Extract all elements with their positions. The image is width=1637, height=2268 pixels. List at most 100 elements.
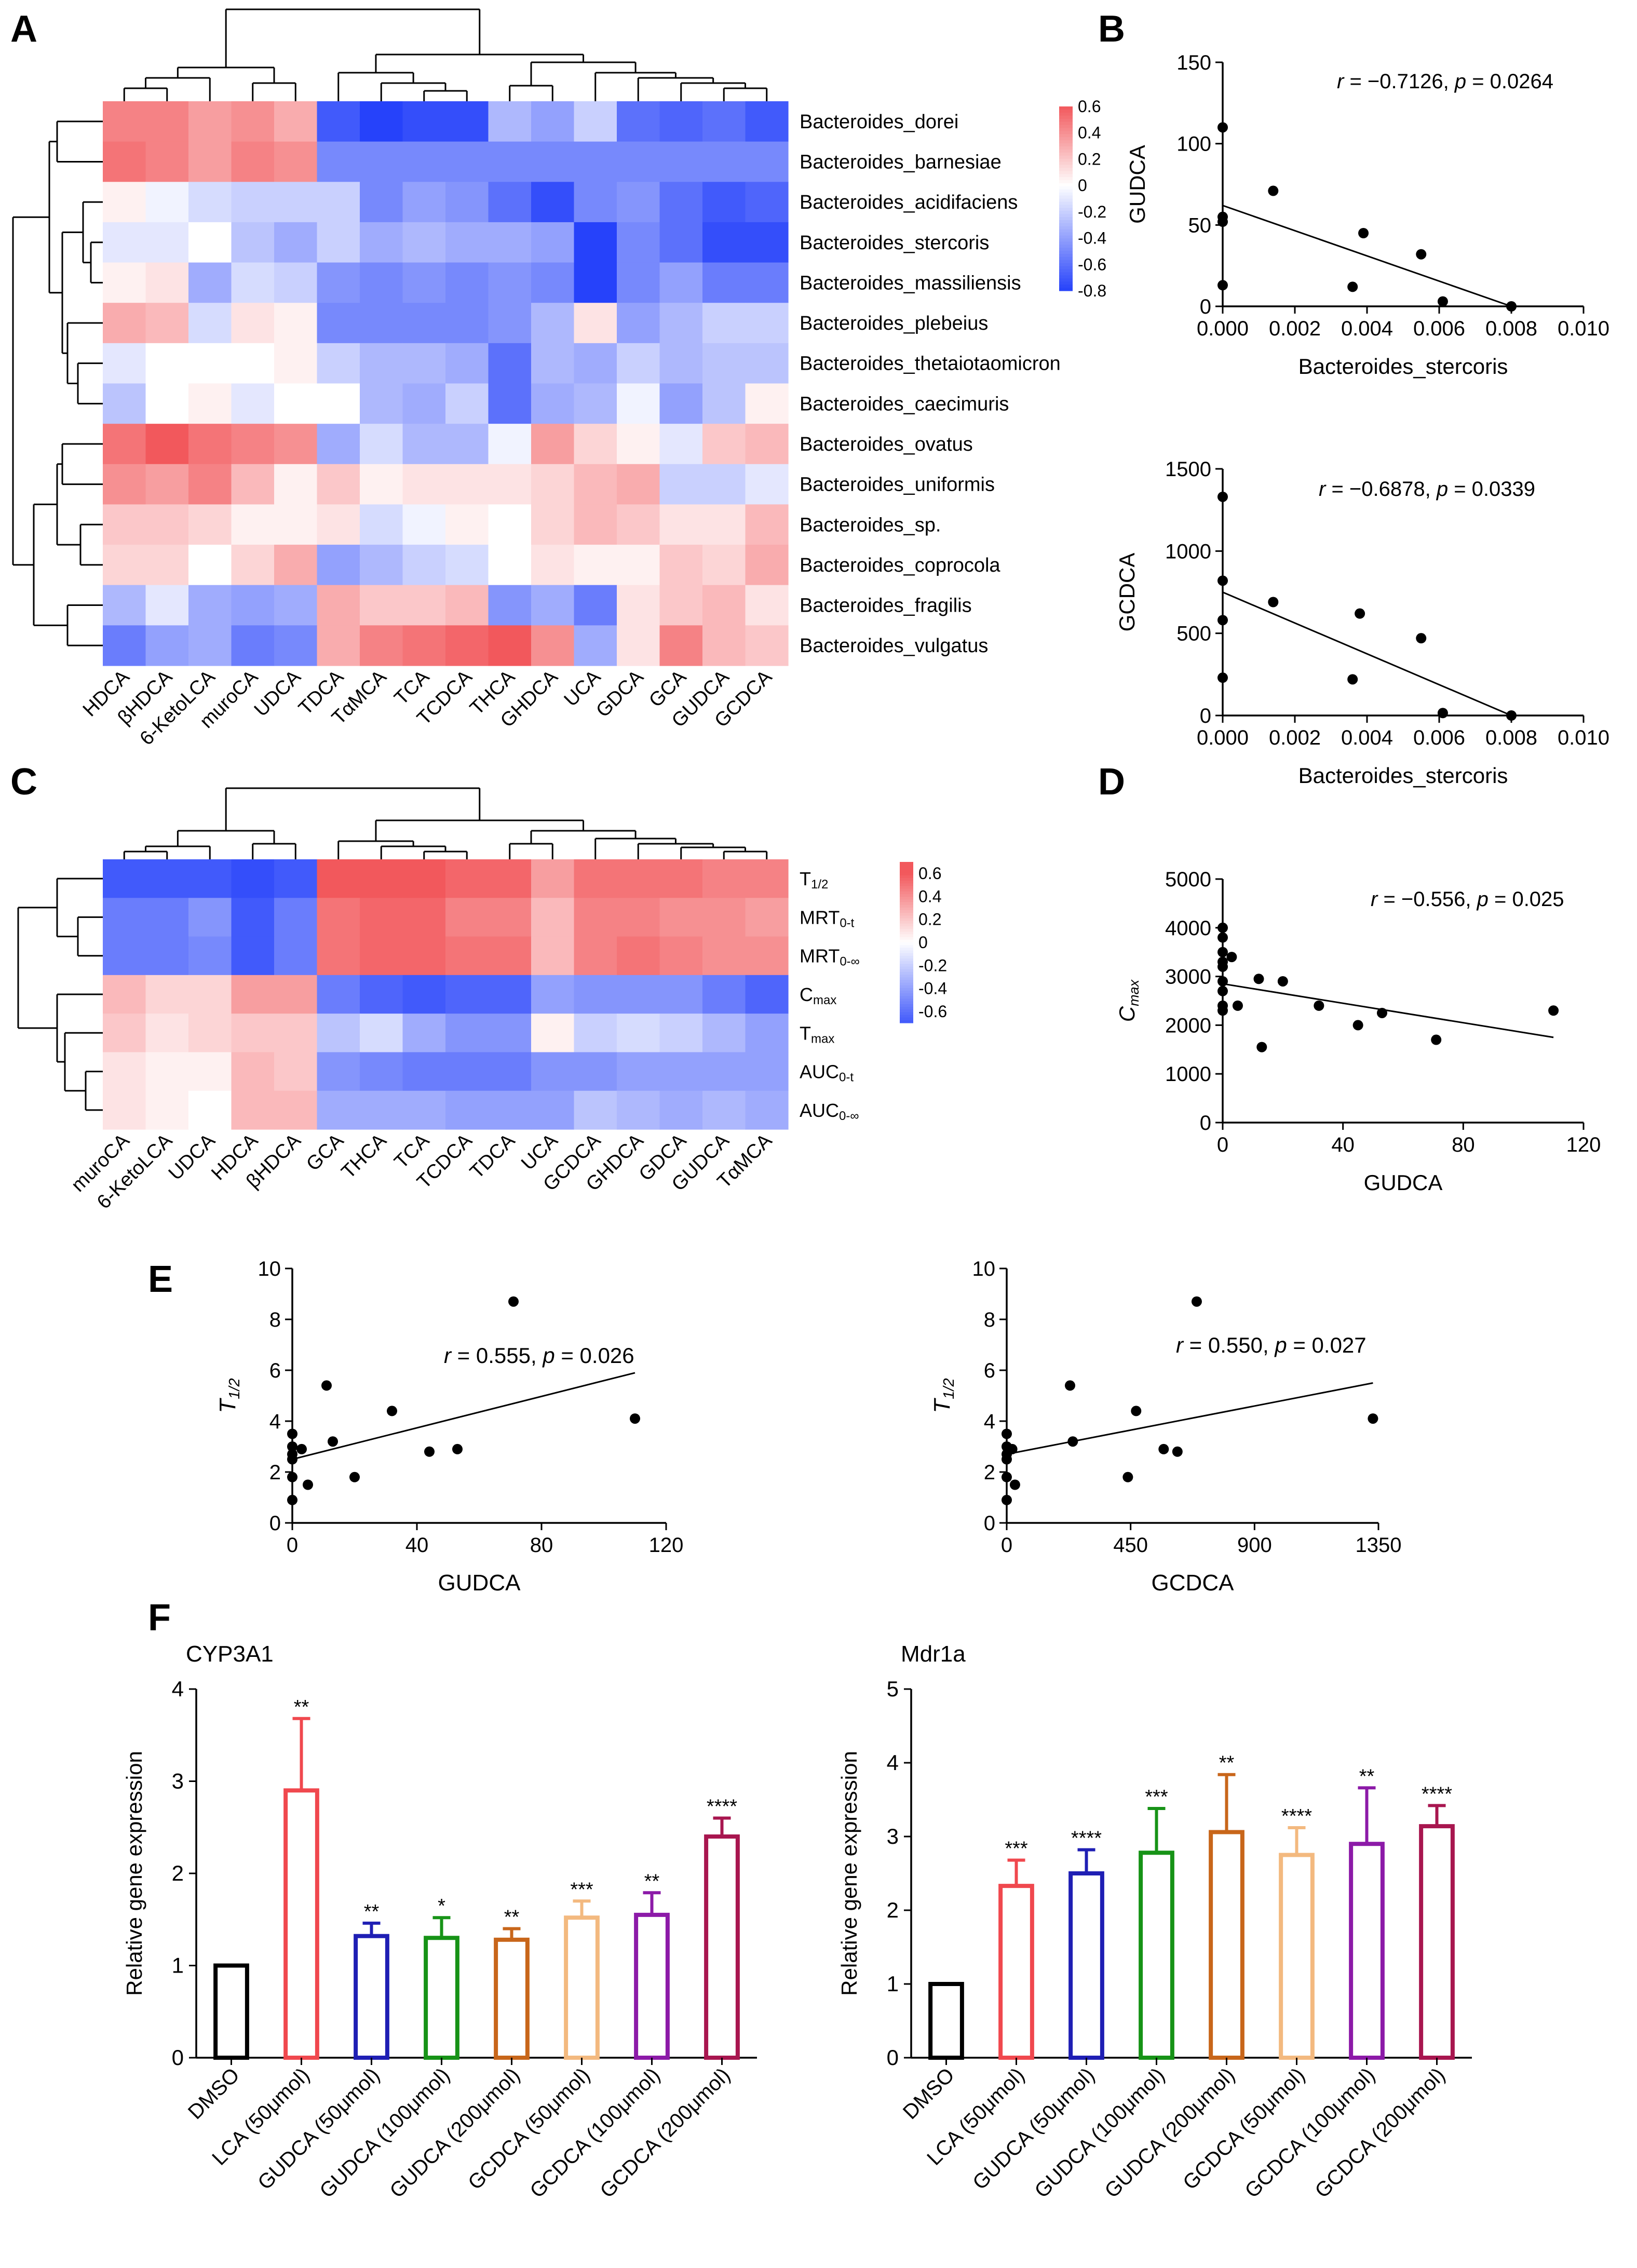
heatmap-cell [188, 859, 232, 898]
heatmap-cell [574, 303, 617, 344]
heatmap-cell [103, 504, 146, 545]
heatmap-cell [574, 464, 617, 505]
heatmap-cell [745, 464, 789, 505]
heatmap-cell [745, 343, 789, 384]
dendrogram-link [64, 1032, 103, 1092]
heatmap-cell [488, 222, 532, 263]
significance-label: *** [1005, 1838, 1028, 1859]
heatmap-cell [402, 101, 446, 142]
heatmap-cell [145, 101, 189, 142]
panel-b-scatter-gcdca: 0 500 1000 1500 0.000 0.002 0.004 0.006 0.008 0.0… [1115, 458, 1609, 788]
data-point [1347, 281, 1358, 292]
heatmap-cell [188, 424, 232, 465]
x-tick-label: 80 [530, 1534, 553, 1557]
heatmap-cell [659, 1090, 703, 1130]
x-tick-label: DMSO [184, 2063, 244, 2124]
heatmap-cell [531, 975, 575, 1014]
x-tick-label: GUDCA (100μmol) [315, 2063, 454, 2202]
heatmap-cell [659, 898, 703, 937]
heatmap-cell [488, 343, 532, 384]
heatmap-cell [445, 545, 489, 586]
heatmap-cell [145, 303, 189, 344]
colorbar-tick-label: -0.4 [1078, 229, 1106, 248]
dendrogram-link [56, 120, 103, 163]
correlation-annotation: r = −0.7126, p = 0.0264 [1337, 70, 1553, 93]
heatmap-cell [360, 182, 403, 223]
heatmap-cell [274, 101, 318, 142]
colorbar-segment [900, 888, 913, 892]
bar [1279, 1853, 1315, 2060]
data-point [508, 1296, 519, 1307]
colorbar-segment [1059, 115, 1073, 119]
heatmap-cell [745, 141, 789, 182]
y-tick-label: 2000 [1165, 1014, 1211, 1037]
heatmap-cell [445, 1014, 489, 1053]
colorbar-segment [1059, 146, 1073, 150]
colorbar-segment [900, 1007, 913, 1010]
heatmap-cell [574, 101, 617, 142]
x-axis-label: GCDCA [1152, 1570, 1235, 1596]
colorbar-segment [900, 961, 913, 964]
heatmap-cell [659, 182, 703, 223]
colorbar-segment [900, 1012, 913, 1016]
dendrogram-link [423, 90, 468, 101]
colorbar-segment [900, 867, 913, 871]
heatmap-cell [702, 936, 746, 976]
y-tick-label: 0 [887, 2045, 899, 2070]
x-tick-label: 1350 [1356, 1534, 1402, 1557]
colorbar-segment [1059, 251, 1073, 254]
x-tick-label: 0 [287, 1534, 298, 1557]
dendrogram-link [123, 87, 168, 101]
y-tick-label: 50 [1188, 214, 1212, 237]
x-tick-label: 0.002 [1269, 317, 1321, 340]
colorbar-segment [900, 862, 913, 865]
panel-letter-c: C [10, 761, 37, 803]
heatmap-cell [231, 464, 275, 505]
dendrogram-link [375, 53, 585, 73]
heatmap-cell [188, 936, 232, 976]
heatmap-cell [360, 859, 403, 898]
dendrogram-link [723, 851, 768, 859]
x-tick-label: 120 [1566, 1133, 1601, 1156]
row-label: Bacteroides_vulgatus [800, 635, 988, 657]
heatmap-cell [360, 936, 403, 976]
data-point [452, 1443, 463, 1454]
heatmap-cell [531, 1052, 575, 1091]
colorbar-segment [1059, 285, 1073, 288]
y-tick-label: 10 [258, 1258, 281, 1280]
heatmap-cell [402, 182, 446, 223]
data-point [1217, 961, 1228, 972]
significance-label: ** [294, 1696, 309, 1718]
heatmap-cell [702, 101, 746, 142]
colorbar-segment [900, 883, 913, 887]
heatmap-cell [488, 303, 532, 344]
heatmap-cell [702, 545, 746, 586]
heatmap-cell [659, 625, 703, 666]
regression-line [1222, 983, 1554, 1038]
dendrogram-link [723, 87, 768, 101]
data-point [1352, 1020, 1363, 1031]
heatmap-cell [445, 182, 489, 223]
heatmap-cell [317, 424, 360, 465]
heatmap-cell [531, 343, 575, 384]
data-point [1277, 976, 1288, 987]
colorbar-segment [1059, 226, 1073, 230]
heatmap-cell [617, 545, 660, 586]
heatmap-cell [488, 464, 532, 505]
heatmap-cell [617, 303, 660, 344]
heatmap-cell [145, 898, 189, 937]
x-tick-label: 0.010 [1558, 726, 1609, 749]
heatmap-cell [103, 222, 146, 263]
y-tick-label: 2 [984, 1461, 995, 1484]
heatmap-cell [659, 975, 703, 1014]
data-point [1217, 615, 1228, 626]
y-tick-label: 3 [172, 1769, 184, 1793]
colorbar-segment [900, 875, 913, 879]
row-label: Bacteroides_plebeius [800, 313, 988, 334]
heatmap-cell [231, 182, 275, 223]
regression-line [1222, 205, 1512, 307]
dendrogram-link [61, 443, 103, 485]
y-tick-label: 6 [984, 1359, 995, 1382]
heatmap-cell [617, 1014, 660, 1053]
data-point [1358, 228, 1369, 238]
